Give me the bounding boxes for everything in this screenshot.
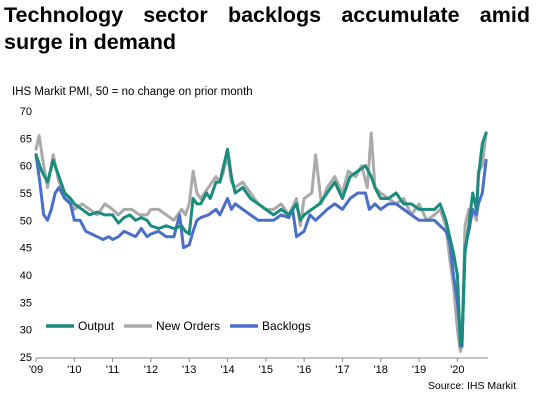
- legend-label-backlogs: Backlogs: [262, 319, 311, 333]
- y-tick-label: 60: [20, 161, 32, 173]
- series-line-backlogs: [34, 153, 488, 348]
- x-tick-label: '13: [182, 364, 196, 376]
- x-tick-label: '16: [297, 364, 311, 376]
- y-tick-label: 50: [20, 215, 32, 227]
- chart-axes: 25 30 35 40 45 50 55 60 65 70 '09 '10 '11 '12 '13 '14 '1…: [20, 106, 488, 376]
- series-line-new-orders: [34, 131, 488, 353]
- y-tick-label: 30: [20, 325, 32, 337]
- series-line-output: [34, 131, 488, 348]
- chart-subtitle: IHS Markit PMI, 50 = no change on prior …: [12, 86, 253, 98]
- x-tick-label: '11: [106, 364, 120, 376]
- x-tick-label: '12: [144, 364, 158, 376]
- legend-label-output: Output: [78, 319, 115, 333]
- x-tick-label: '19: [412, 364, 426, 376]
- chart-legend: Output New Orders Backlogs: [46, 319, 311, 333]
- x-tick-label: '20: [450, 364, 464, 376]
- y-tick-label: 45: [20, 243, 32, 255]
- x-tick-label: '17: [335, 364, 349, 376]
- y-tick-label: 65: [20, 133, 32, 145]
- chart-series-group: [34, 131, 488, 353]
- x-tick-label: '09: [29, 364, 43, 376]
- chart-title-line-2: surge in demand: [4, 30, 177, 54]
- y-tick-label: 70: [20, 106, 32, 118]
- chart-title: Technology sector backlogs accumulate am…: [4, 2, 530, 56]
- legend-label-new-orders: New Orders: [156, 319, 220, 333]
- y-tick-label: 55: [20, 188, 32, 200]
- source-note: Source: IHS Markit: [427, 380, 516, 392]
- y-tick-label: 25: [20, 352, 32, 364]
- chart-title-line-1: Technology sector backlogs accumulate am…: [4, 3, 530, 27]
- x-tick-label: '18: [374, 364, 388, 376]
- y-tick-label: 35: [20, 297, 32, 309]
- y-tick-label: 40: [20, 270, 32, 282]
- x-tick-label: '10: [67, 364, 81, 376]
- x-tick-label: '14: [220, 364, 234, 376]
- x-tick-label: '15: [259, 364, 273, 376]
